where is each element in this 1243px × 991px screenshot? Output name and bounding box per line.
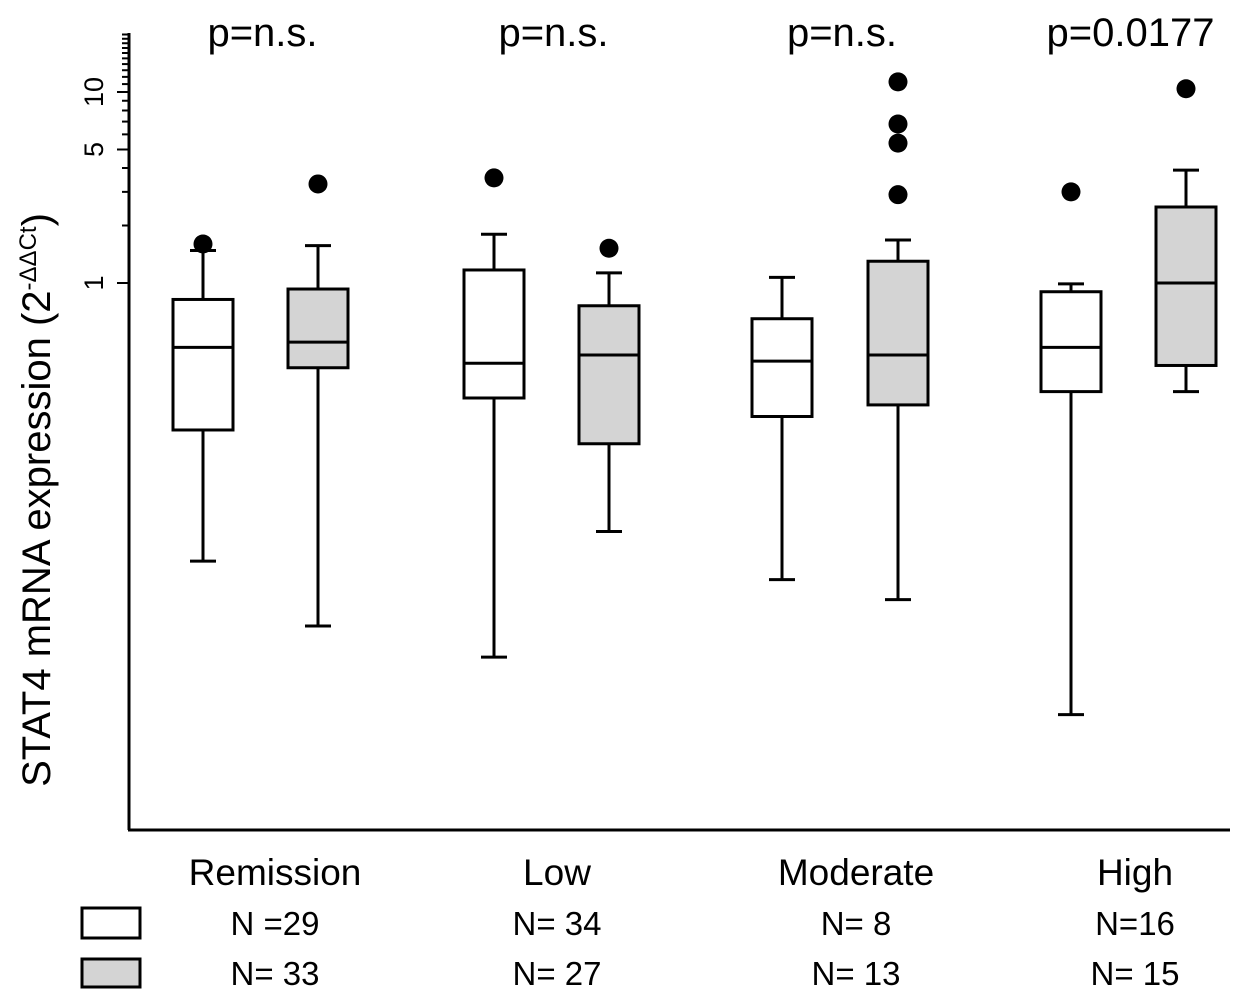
outlier-point bbox=[193, 234, 213, 254]
y-tick-label-10: 10 bbox=[79, 77, 109, 107]
n-count-label: N= 15 bbox=[1091, 955, 1180, 991]
box-low-white bbox=[462, 168, 526, 659]
category-label: High bbox=[1097, 852, 1173, 893]
p-value-label: p=n.s. bbox=[498, 11, 608, 55]
outlier-point bbox=[599, 238, 619, 258]
y-tick-label-5: 5 bbox=[79, 142, 109, 157]
p-value-label: p=n.s. bbox=[207, 11, 317, 55]
svg-text:STAT4 mRNA expression (2-ΔΔCt): STAT4 mRNA expression (2-ΔΔCt) bbox=[15, 213, 59, 787]
outlier-point bbox=[888, 133, 908, 153]
category-labels: Remission Low Moderate High N =29 N= 34 N= 8 N=… bbox=[189, 852, 1180, 991]
outlier-point bbox=[888, 114, 908, 134]
category-label: Moderate bbox=[778, 852, 934, 893]
box-iqr bbox=[577, 304, 641, 446]
box-high-gray bbox=[1154, 79, 1218, 394]
outlier-point bbox=[1176, 79, 1196, 99]
y-axis-label: STAT4 mRNA expression (2 bbox=[15, 290, 59, 786]
p-value-labels: p=n.s. p=n.s. p=n.s. p=0.0177 bbox=[207, 11, 1214, 55]
box-remission-gray bbox=[286, 174, 350, 628]
legend-swatch-white bbox=[80, 906, 142, 940]
legend bbox=[80, 906, 142, 989]
box-iqr bbox=[286, 287, 350, 370]
axes bbox=[127, 33, 1230, 832]
p-value-label: p=n.s. bbox=[787, 11, 897, 55]
n-count-label: N= 13 bbox=[812, 955, 901, 991]
box-remission-white bbox=[171, 234, 235, 563]
outlier-point bbox=[308, 174, 328, 194]
box-iqr bbox=[866, 259, 930, 407]
n-count-label: N= 8 bbox=[821, 905, 892, 942]
n-count-label: N =29 bbox=[231, 905, 320, 942]
box-moderate-white bbox=[750, 275, 814, 582]
category-label: Remission bbox=[189, 852, 362, 893]
box-iqr bbox=[171, 297, 235, 432]
n-count-label: N= 34 bbox=[513, 905, 602, 942]
outlier-point bbox=[888, 72, 908, 92]
box-low-gray bbox=[577, 238, 641, 533]
category-label: Low bbox=[523, 852, 591, 893]
outlier-point bbox=[888, 185, 908, 205]
box-iqr bbox=[462, 268, 526, 400]
box-moderate-gray bbox=[866, 72, 930, 602]
box-high-white bbox=[1039, 182, 1103, 717]
box-iqr bbox=[1039, 290, 1103, 394]
n-count-label: N=16 bbox=[1095, 905, 1175, 942]
box-iqr bbox=[1154, 205, 1218, 367]
box-groups bbox=[171, 72, 1218, 717]
y-axis-title: STAT4 mRNA expression (2-ΔΔCt) bbox=[15, 213, 59, 787]
y-axis-label-superscript: -ΔΔCt bbox=[15, 226, 42, 290]
y-tick-label-1: 1 bbox=[79, 275, 109, 290]
n-count-label: N= 33 bbox=[231, 955, 320, 991]
outlier-point bbox=[1061, 182, 1081, 202]
p-value-label: p=0.0177 bbox=[1047, 11, 1215, 55]
n-count-label: N= 27 bbox=[513, 955, 602, 991]
legend-swatch-gray bbox=[80, 957, 142, 989]
outlier-point bbox=[484, 168, 504, 188]
box-iqr bbox=[750, 317, 814, 419]
